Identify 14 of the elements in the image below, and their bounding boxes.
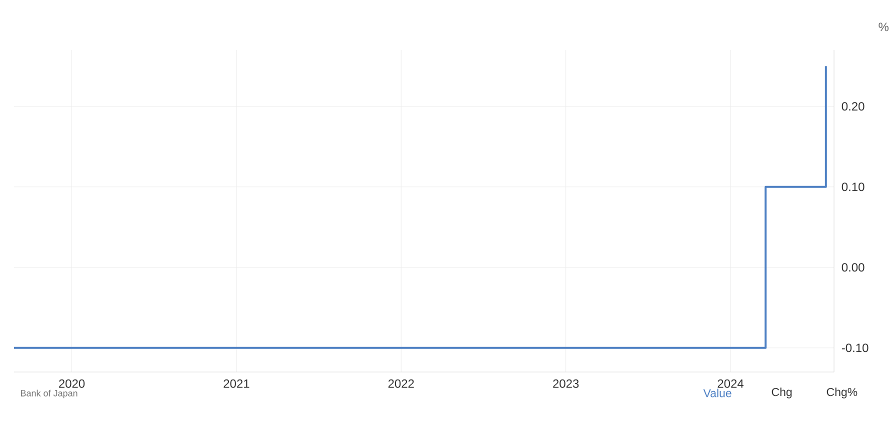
y-tick-label: 0.00 [842,263,864,272]
text: Chg [772,388,792,398]
x-tick-label: 2022 [388,379,414,388]
text: Chg% [826,388,858,398]
x-tick-label: 2024 [718,379,744,388]
y-tick-label: 0.20 [842,102,864,111]
x-tick-label: 2021 [224,379,250,388]
text: Bank of Japan [21,390,78,398]
y-tick-label: -0.10 [842,344,868,352]
y-axis-title: % [878,22,889,32]
y-tick-label: 0.10 [842,182,864,192]
text: Value [703,388,732,398]
x-tick-label: 2020 [59,379,85,388]
x-tick-label: 2023 [553,379,579,388]
